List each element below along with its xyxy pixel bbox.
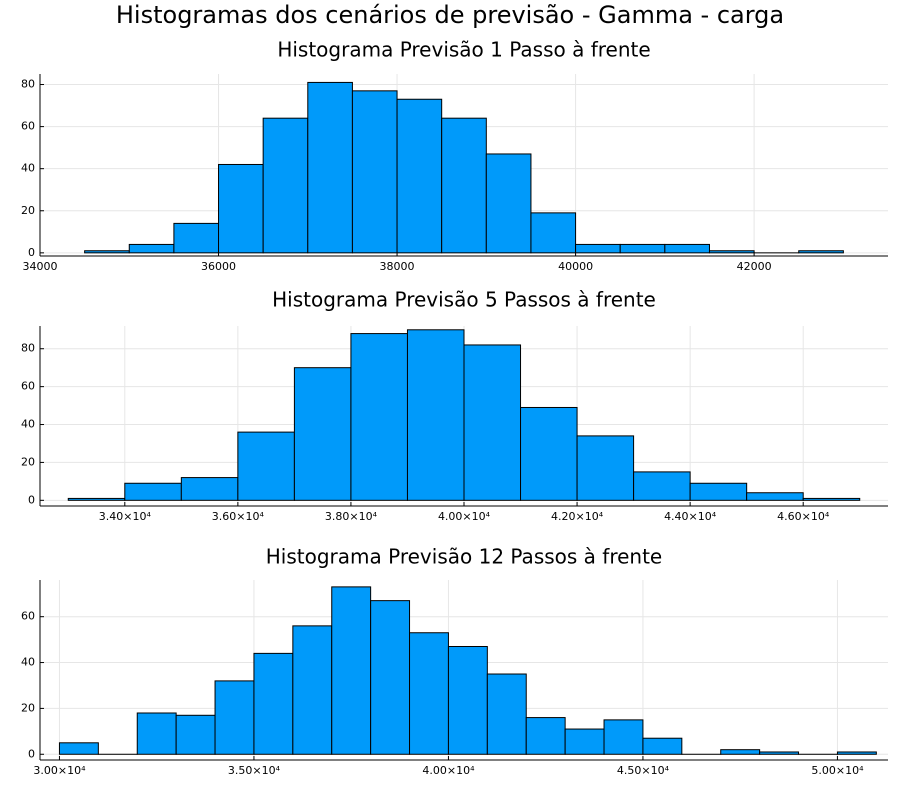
- y-tick-label: 40: [21, 162, 35, 175]
- histogram-12-steps: Histograma Previsão 12 Passos à frente 3.…: [21, 545, 888, 777]
- histogram-bar: [253, 652, 294, 755]
- x-tick-label: 40000: [558, 260, 593, 273]
- histogram-bar: [486, 673, 527, 755]
- x-tick-label: 34000: [23, 260, 58, 273]
- subplot-title: Histograma Previsão 12 Passos à frente: [266, 545, 662, 569]
- histogram-bar: [173, 222, 220, 254]
- x-tick-label: 3.80×10⁴: [325, 510, 378, 523]
- histogram-bar: [180, 477, 239, 501]
- histogram-bar: [351, 90, 398, 254]
- x-tick-label: 42000: [737, 260, 772, 273]
- histogram-bar: [603, 719, 644, 755]
- histogram-bar: [664, 243, 710, 254]
- x-tick-label: 5.00×10⁴: [811, 764, 864, 777]
- x-tick-label: 4.40×10⁴: [664, 510, 717, 523]
- histogram-bar: [136, 712, 177, 755]
- histogram-bar: [564, 728, 605, 755]
- x-tick-label: 3.60×10⁴: [212, 510, 265, 523]
- x-tick-label: 3.00×10⁴: [33, 764, 86, 777]
- histogram-bar: [708, 250, 755, 254]
- x-tick-label: 4.00×10⁴: [438, 510, 491, 523]
- y-tick-label: 40: [21, 656, 35, 669]
- histogram-bar: [331, 586, 372, 755]
- histogram-bar: [128, 243, 175, 254]
- histogram-bar: [633, 471, 691, 501]
- histogram-bar: [520, 406, 578, 501]
- histogram-bar: [642, 737, 683, 755]
- histogram-bar: [124, 482, 182, 501]
- histogram-bar: [802, 497, 861, 501]
- x-tick-label: 36000: [201, 260, 236, 273]
- subplot-title: Histograma Previsão 5 Passos à frente: [272, 288, 656, 312]
- histogram-bar: [720, 749, 761, 755]
- histogram-bar: [759, 751, 800, 755]
- y-tick-label: 40: [21, 418, 35, 431]
- y-tick-label: 20: [21, 701, 35, 714]
- x-tick-label: 4.50×10⁴: [617, 764, 670, 777]
- x-tick-label: 4.60×10⁴: [777, 510, 830, 523]
- histogram-bar: [58, 742, 99, 755]
- y-tick-label: 0: [28, 246, 35, 259]
- histogram-bar: [798, 250, 844, 254]
- histogram-bar: [746, 492, 804, 501]
- histogram-bar: [447, 645, 488, 755]
- histogram-bar: [237, 431, 295, 501]
- x-tick-label: 4.00×10⁴: [422, 764, 475, 777]
- histogram-bar: [67, 497, 126, 501]
- histogram-bar: [409, 632, 449, 755]
- histogram-5-steps: Histograma Previsão 5 Passos à frente 3.4…: [21, 288, 888, 523]
- y-tick-label: 60: [21, 120, 35, 133]
- histogram-bar: [292, 625, 333, 755]
- histogram-bar: [406, 329, 465, 501]
- y-tick-label: 60: [21, 610, 35, 623]
- histogram-bar: [350, 333, 408, 501]
- histogram-bar: [525, 717, 566, 755]
- x-tick-label: 3.50×10⁴: [228, 764, 281, 777]
- histogram-bar: [307, 81, 353, 254]
- histogram-bar: [218, 163, 264, 254]
- histogram-bar: [836, 751, 877, 755]
- histogram-bar: [689, 482, 748, 501]
- figure-title: Histogramas dos cenários de previsão - G…: [115, 1, 785, 29]
- x-tick-label: 38000: [380, 260, 415, 273]
- histogram-bar: [485, 153, 532, 254]
- y-tick-label: 20: [21, 455, 35, 468]
- histogram-bar: [84, 250, 130, 254]
- x-tick-label: 4.20×10⁴: [551, 510, 604, 523]
- histogram-1-step: Histograma Previsão 1 Passo à frente 3400…: [21, 38, 888, 273]
- histogram-bar: [441, 117, 487, 254]
- histogram-bar: [619, 243, 666, 254]
- histogram-bar: [396, 98, 443, 254]
- histogram-bar: [175, 714, 216, 755]
- histogram-bar: [575, 243, 621, 254]
- subplot-title: Histograma Previsão 1 Passo à frente: [277, 38, 650, 62]
- histogram-bar: [370, 600, 411, 755]
- y-tick-label: 0: [28, 493, 35, 506]
- x-tick-label: 3.40×10⁴: [99, 510, 152, 523]
- y-tick-label: 80: [21, 342, 35, 355]
- histogram-bar: [576, 435, 635, 501]
- y-tick-label: 60: [21, 380, 35, 393]
- y-tick-label: 80: [21, 78, 35, 91]
- y-tick-label: 0: [28, 747, 35, 760]
- histogram-bar: [530, 212, 577, 254]
- histogram-bar: [262, 117, 309, 254]
- histogram-bar: [463, 344, 522, 501]
- histogram-bar: [214, 680, 255, 755]
- histogram-bar: [293, 367, 352, 501]
- y-tick-label: 20: [21, 204, 35, 217]
